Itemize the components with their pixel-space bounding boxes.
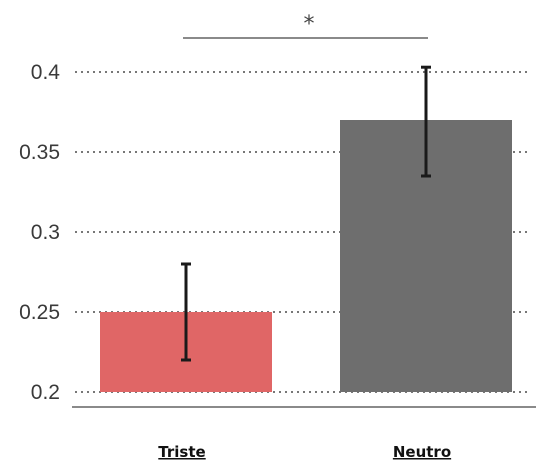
y-tick-label: 0.4 <box>31 61 61 84</box>
y-tick-label: 0.35 <box>19 141 60 164</box>
y-tick-label: 0.2 <box>31 381 60 404</box>
error-bars <box>181 65 431 362</box>
x-axis-category-labels: Triste Neutro <box>158 443 451 461</box>
y-tick-label: 0.3 <box>31 221 60 244</box>
bars <box>100 120 512 392</box>
error-bar-neutro <box>421 65 431 178</box>
significance-bracket: * <box>183 12 428 39</box>
error-bar-triste <box>181 262 191 362</box>
y-axis-tick-labels: 0.2 0.25 0.3 0.35 0.4 <box>19 61 60 404</box>
y-tick-label: 0.25 <box>19 301 60 324</box>
x-tick-label-neutro: Neutro <box>393 443 451 461</box>
significance-marker: * <box>304 12 315 37</box>
x-tick-label-triste: Triste <box>158 443 205 461</box>
